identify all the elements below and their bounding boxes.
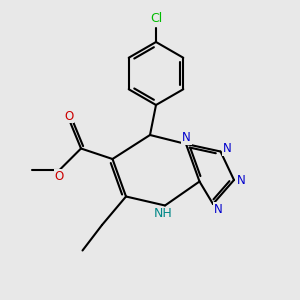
Text: N: N [182,131,191,144]
Text: Cl: Cl [150,12,162,25]
Text: N: N [223,142,232,155]
Text: NH: NH [154,207,173,220]
Text: N: N [214,203,223,216]
Text: O: O [55,170,64,183]
Text: O: O [64,110,74,123]
Text: N: N [237,173,246,187]
